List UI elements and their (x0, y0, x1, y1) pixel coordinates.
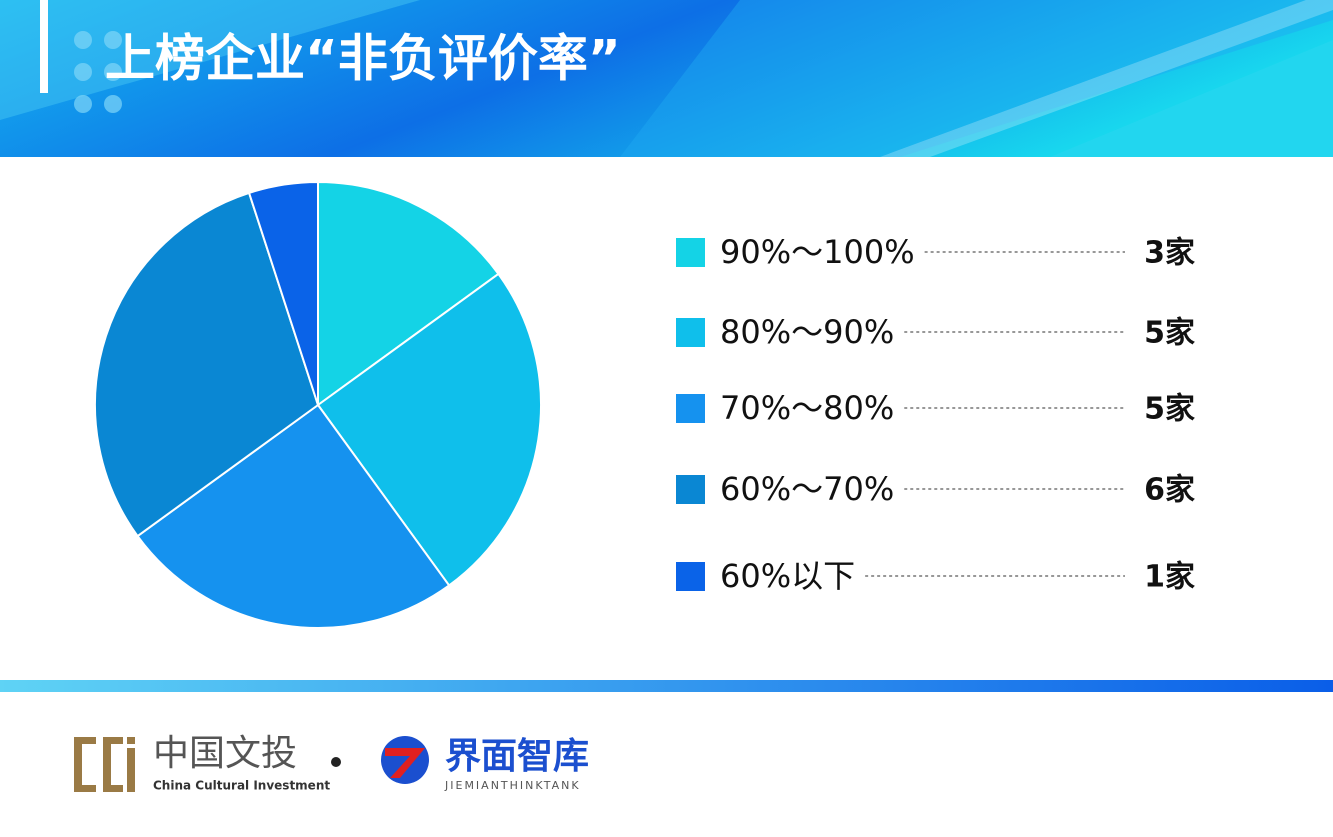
legend-label: 70%～80% (720, 389, 894, 427)
value-label: 6家 (1144, 473, 1195, 508)
value-label: 5家 (1144, 392, 1195, 427)
value-label: 3家 (1144, 236, 1195, 271)
header-band (0, 0, 1333, 157)
brand2-name: 界面智库 (445, 736, 589, 777)
brand1-english: China Cultural Investment (153, 779, 330, 793)
value-label: 1家 (1144, 560, 1195, 595)
header-stripe (0, 0, 420, 120)
legend-swatch (676, 238, 705, 267)
pie-slice (317, 180, 500, 407)
legend-swatch (676, 394, 705, 423)
legend-label: 60%～70% (720, 470, 894, 508)
legend: 90%～100% 3家 80%～90% 5家 70%～80% 5家 60%～70% 6家 60%… (676, 233, 1195, 595)
brand2-logo (381, 736, 429, 784)
header-stripe (620, 0, 1333, 157)
legend-swatch (676, 475, 705, 504)
pie-slice (94, 191, 320, 538)
pie (94, 180, 542, 629)
header-stripe (1050, 40, 1333, 157)
header-bar (40, 0, 48, 93)
header-stripe (880, 0, 1333, 157)
pie-slice (136, 403, 451, 629)
footer-bar (0, 680, 1333, 692)
chart-title: 上榜企业“非负评价率” (105, 30, 621, 88)
brand1-logo (74, 737, 135, 792)
legend-swatch (676, 318, 705, 347)
separator-dot (331, 757, 341, 767)
legend-label: 80%～90% (720, 313, 894, 351)
pie-slice (316, 272, 542, 587)
pie-slice (247, 180, 319, 406)
header-dots (74, 31, 122, 113)
brand1-name: 中国文投 (153, 733, 297, 774)
legend-swatch (676, 562, 705, 591)
legend-label: 90%～100% (720, 233, 915, 271)
legend-label: 60%以下 (720, 557, 855, 595)
value-label: 5家 (1144, 316, 1195, 351)
brand2-english: JIEMIANTHINKTANK (444, 779, 581, 792)
